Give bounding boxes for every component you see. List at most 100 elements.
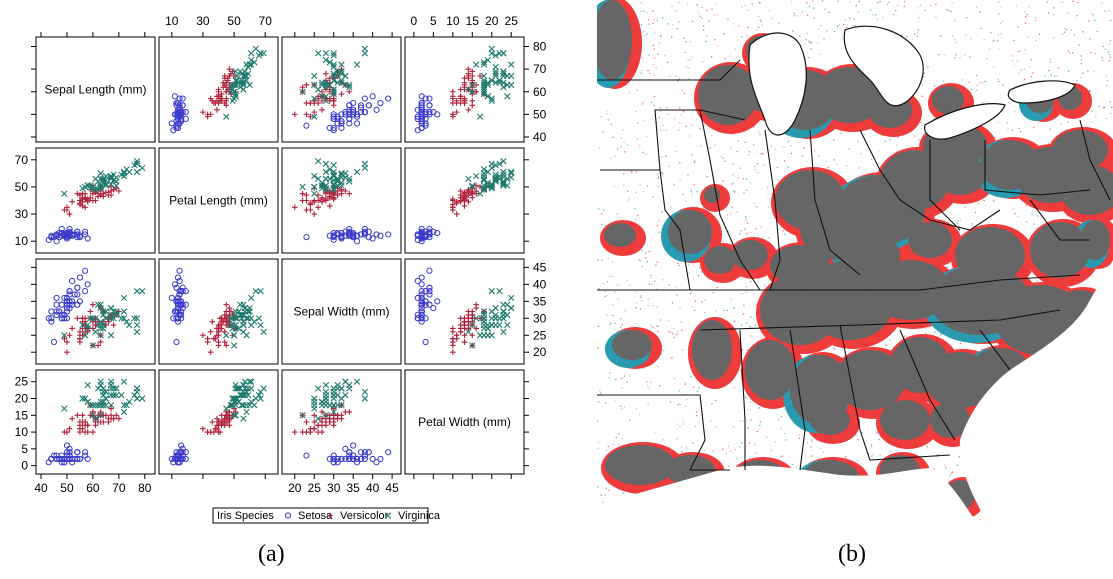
map-dot bbox=[694, 309, 696, 312]
map-dot bbox=[619, 317, 622, 320]
map-dot bbox=[597, 208, 600, 210]
map-dot bbox=[885, 344, 887, 346]
map-dot bbox=[778, 419, 780, 421]
map-dot bbox=[661, 211, 663, 213]
map-dot bbox=[733, 23, 735, 25]
map-dot bbox=[760, 21, 762, 23]
map-dot bbox=[733, 307, 735, 309]
point-setosa bbox=[58, 311, 65, 318]
map-dot bbox=[921, 95, 923, 97]
map-dot bbox=[640, 2, 643, 4]
point-virginica bbox=[246, 81, 253, 89]
map-dot bbox=[861, 431, 863, 434]
map-dot bbox=[733, 386, 735, 389]
map-dot bbox=[661, 173, 664, 175]
point-virginica bbox=[248, 61, 255, 68]
map-dot bbox=[656, 261, 658, 263]
map-dot bbox=[635, 191, 638, 194]
map-dot bbox=[709, 147, 711, 149]
point-virginica bbox=[330, 70, 337, 77]
map-dot bbox=[761, 336, 763, 338]
map-dot bbox=[693, 161, 696, 163]
map-dot bbox=[857, 439, 859, 441]
map-dot bbox=[757, 407, 760, 410]
map-dot bbox=[933, 468, 935, 470]
map-dot bbox=[609, 372, 611, 374]
point-setosa bbox=[173, 284, 180, 291]
map-dot bbox=[844, 455, 847, 458]
point-virginica bbox=[469, 182, 476, 189]
map-dot bbox=[1090, 51, 1092, 54]
map-dot bbox=[903, 0, 906, 3]
map-dot bbox=[806, 2, 808, 4]
map-dot bbox=[610, 322, 612, 324]
point-setosa bbox=[178, 288, 185, 295]
point-virginica bbox=[330, 408, 337, 416]
point-virginica bbox=[500, 68, 507, 75]
point-setosa bbox=[346, 111, 353, 118]
map-dot bbox=[1092, 14, 1094, 16]
map-dot bbox=[754, 443, 756, 446]
map-dot bbox=[692, 442, 694, 444]
map-dot bbox=[671, 357, 673, 359]
map-dot bbox=[957, 220, 959, 222]
point-setosa bbox=[330, 232, 337, 239]
map-dot bbox=[855, 5, 857, 7]
point-versicolor bbox=[450, 201, 456, 208]
point-virginica bbox=[230, 412, 238, 419]
point-virginica bbox=[107, 332, 115, 339]
map-dot bbox=[727, 465, 729, 467]
map-dot bbox=[916, 35, 919, 37]
map-dot bbox=[1106, 84, 1108, 87]
map-dot bbox=[671, 302, 674, 304]
map-dot bbox=[1030, 75, 1032, 78]
point-setosa bbox=[373, 106, 380, 113]
point-versicolor bbox=[105, 192, 112, 198]
map-dot bbox=[816, 42, 819, 45]
map-dot bbox=[675, 150, 677, 153]
point-versicolor bbox=[74, 315, 81, 322]
point-setosa bbox=[71, 455, 78, 463]
point-virginica bbox=[500, 50, 507, 57]
map-dot bbox=[811, 441, 813, 443]
point-setosa bbox=[426, 288, 433, 295]
map-dot bbox=[610, 123, 613, 125]
map-dot bbox=[691, 56, 694, 58]
map-cluster bbox=[704, 246, 736, 274]
map-dot bbox=[657, 177, 659, 179]
map-dot bbox=[599, 390, 601, 392]
map-dot bbox=[613, 185, 615, 188]
point-virginica bbox=[465, 328, 472, 336]
point-versicolor bbox=[103, 412, 109, 419]
map-dot bbox=[745, 217, 747, 220]
point-versicolor bbox=[465, 315, 472, 322]
map-dot bbox=[756, 163, 759, 165]
point-setosa bbox=[422, 95, 429, 102]
map-dot bbox=[609, 275, 611, 277]
map-dot bbox=[644, 34, 646, 37]
point-versicolor bbox=[315, 429, 321, 435]
map-dot bbox=[681, 329, 683, 332]
map-dot bbox=[810, 41, 813, 44]
map-dot bbox=[790, 152, 793, 155]
map-dot bbox=[954, 20, 956, 22]
map-dot bbox=[803, 147, 805, 149]
point-versicolor bbox=[473, 301, 479, 308]
map-dot bbox=[764, 284, 766, 286]
point-virginica bbox=[240, 415, 247, 422]
map-dot bbox=[780, 416, 782, 418]
map-dot bbox=[951, 472, 953, 474]
map-dot bbox=[715, 2, 717, 5]
point-versicolor bbox=[211, 429, 217, 435]
map-dot bbox=[733, 190, 735, 192]
map-dot bbox=[853, 18, 856, 20]
point-virginica bbox=[133, 160, 141, 168]
point-setosa bbox=[385, 231, 392, 238]
point-versicolor bbox=[64, 207, 70, 213]
point-virginica bbox=[97, 301, 104, 308]
point-setosa bbox=[76, 298, 84, 305]
point-setosa bbox=[171, 281, 178, 288]
map-dot bbox=[658, 385, 661, 387]
point-versicolor bbox=[330, 422, 337, 429]
map-dot bbox=[648, 387, 650, 389]
